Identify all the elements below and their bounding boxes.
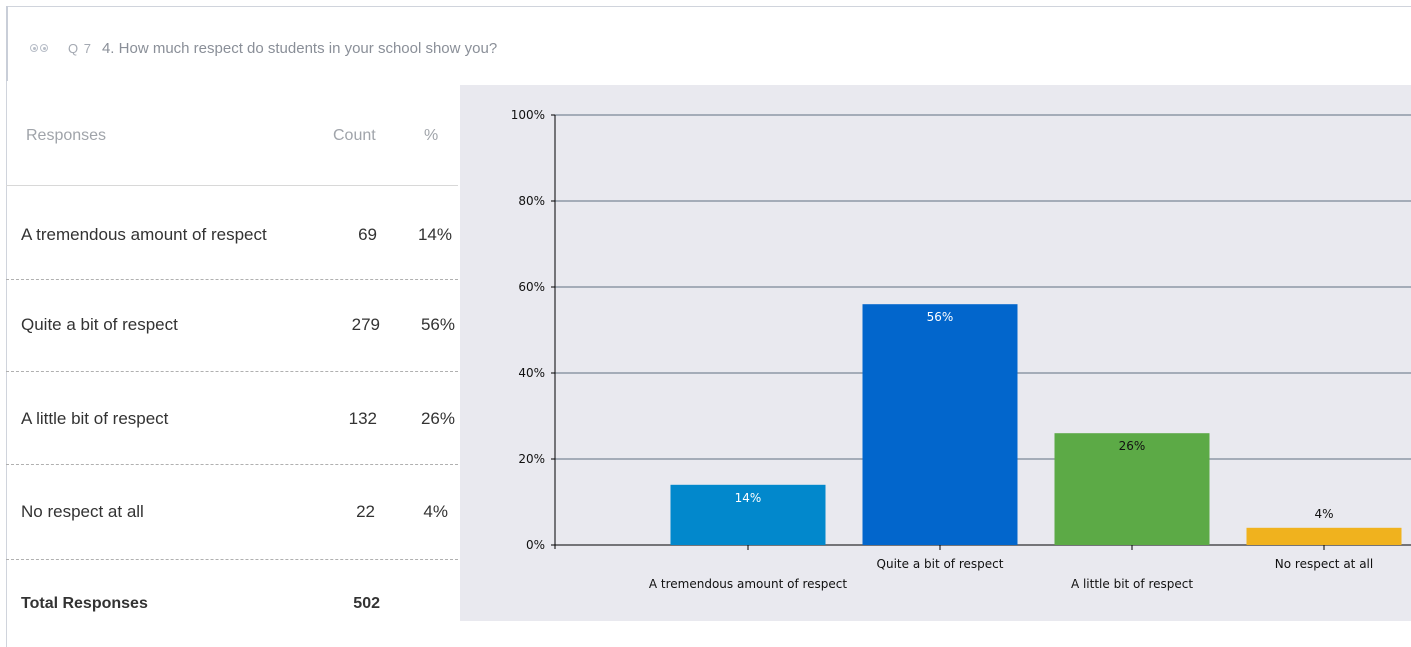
header-responses: Responses: [26, 127, 107, 144]
row-label: A tremendous amount of respect: [21, 225, 267, 244]
question-header: Q 7 4. How much respect do students in y…: [30, 38, 497, 58]
row-count: 69: [358, 225, 377, 244]
total-count: 502: [353, 595, 380, 612]
category-label: A tremendous amount of respect: [649, 577, 847, 591]
bar: [670, 484, 826, 545]
data-label: 4%: [1314, 507, 1333, 521]
data-label: 14%: [735, 491, 762, 505]
category-label: No respect at all: [1275, 557, 1373, 571]
row-label: Quite a bit of respect: [21, 315, 178, 334]
question-card: [6, 6, 1411, 647]
row-label: A little bit of respect: [21, 409, 169, 428]
card-accent-bar: [6, 6, 8, 81]
row-divider: [6, 559, 458, 560]
data-label: 56%: [927, 310, 954, 324]
row-label: No respect at all: [21, 502, 144, 521]
total-label: Total Responses: [21, 595, 148, 612]
header-percent: %: [424, 127, 439, 144]
y-tick-label: 40%: [518, 366, 545, 380]
row-count: 22: [356, 502, 375, 521]
chart-svg: 0% 20% 40% 60% 80% 100% 14% A tremendous amount…: [511, 108, 1411, 591]
data-label: 26%: [1119, 439, 1146, 453]
row-percent: 4%: [423, 502, 448, 521]
row-divider: [6, 371, 458, 372]
y-tick-label: 100%: [511, 108, 545, 122]
row-percent: 26%: [420, 409, 455, 428]
bar: [1054, 433, 1210, 545]
category-label: Quite a bit of respect: [877, 557, 1004, 571]
y-tick-label: 60%: [518, 280, 545, 294]
bar: [862, 304, 1018, 545]
row-divider: [6, 279, 458, 280]
y-tick-label: 0%: [526, 538, 545, 552]
y-tick-label: 20%: [518, 452, 545, 466]
question-number: Q 7: [68, 40, 92, 56]
row-count: 279: [351, 315, 380, 334]
row-percent: 56%: [420, 315, 455, 334]
bar: [1246, 527, 1402, 545]
header-count: Count: [333, 127, 376, 144]
header-divider: [6, 185, 458, 186]
row-count: 132: [348, 409, 377, 428]
category-label: A little bit of respect: [1071, 577, 1193, 591]
row-percent: 14%: [417, 225, 452, 244]
question-text: 4. How much respect do students in your …: [101, 39, 498, 57]
row-divider: [6, 464, 458, 465]
bar-chart: 0% 20% 40% 60% 80% 100% 14% A tremendous amount…: [460, 85, 1411, 621]
y-tick-label: 80%: [518, 194, 545, 208]
eye-icon[interactable]: [30, 42, 52, 54]
